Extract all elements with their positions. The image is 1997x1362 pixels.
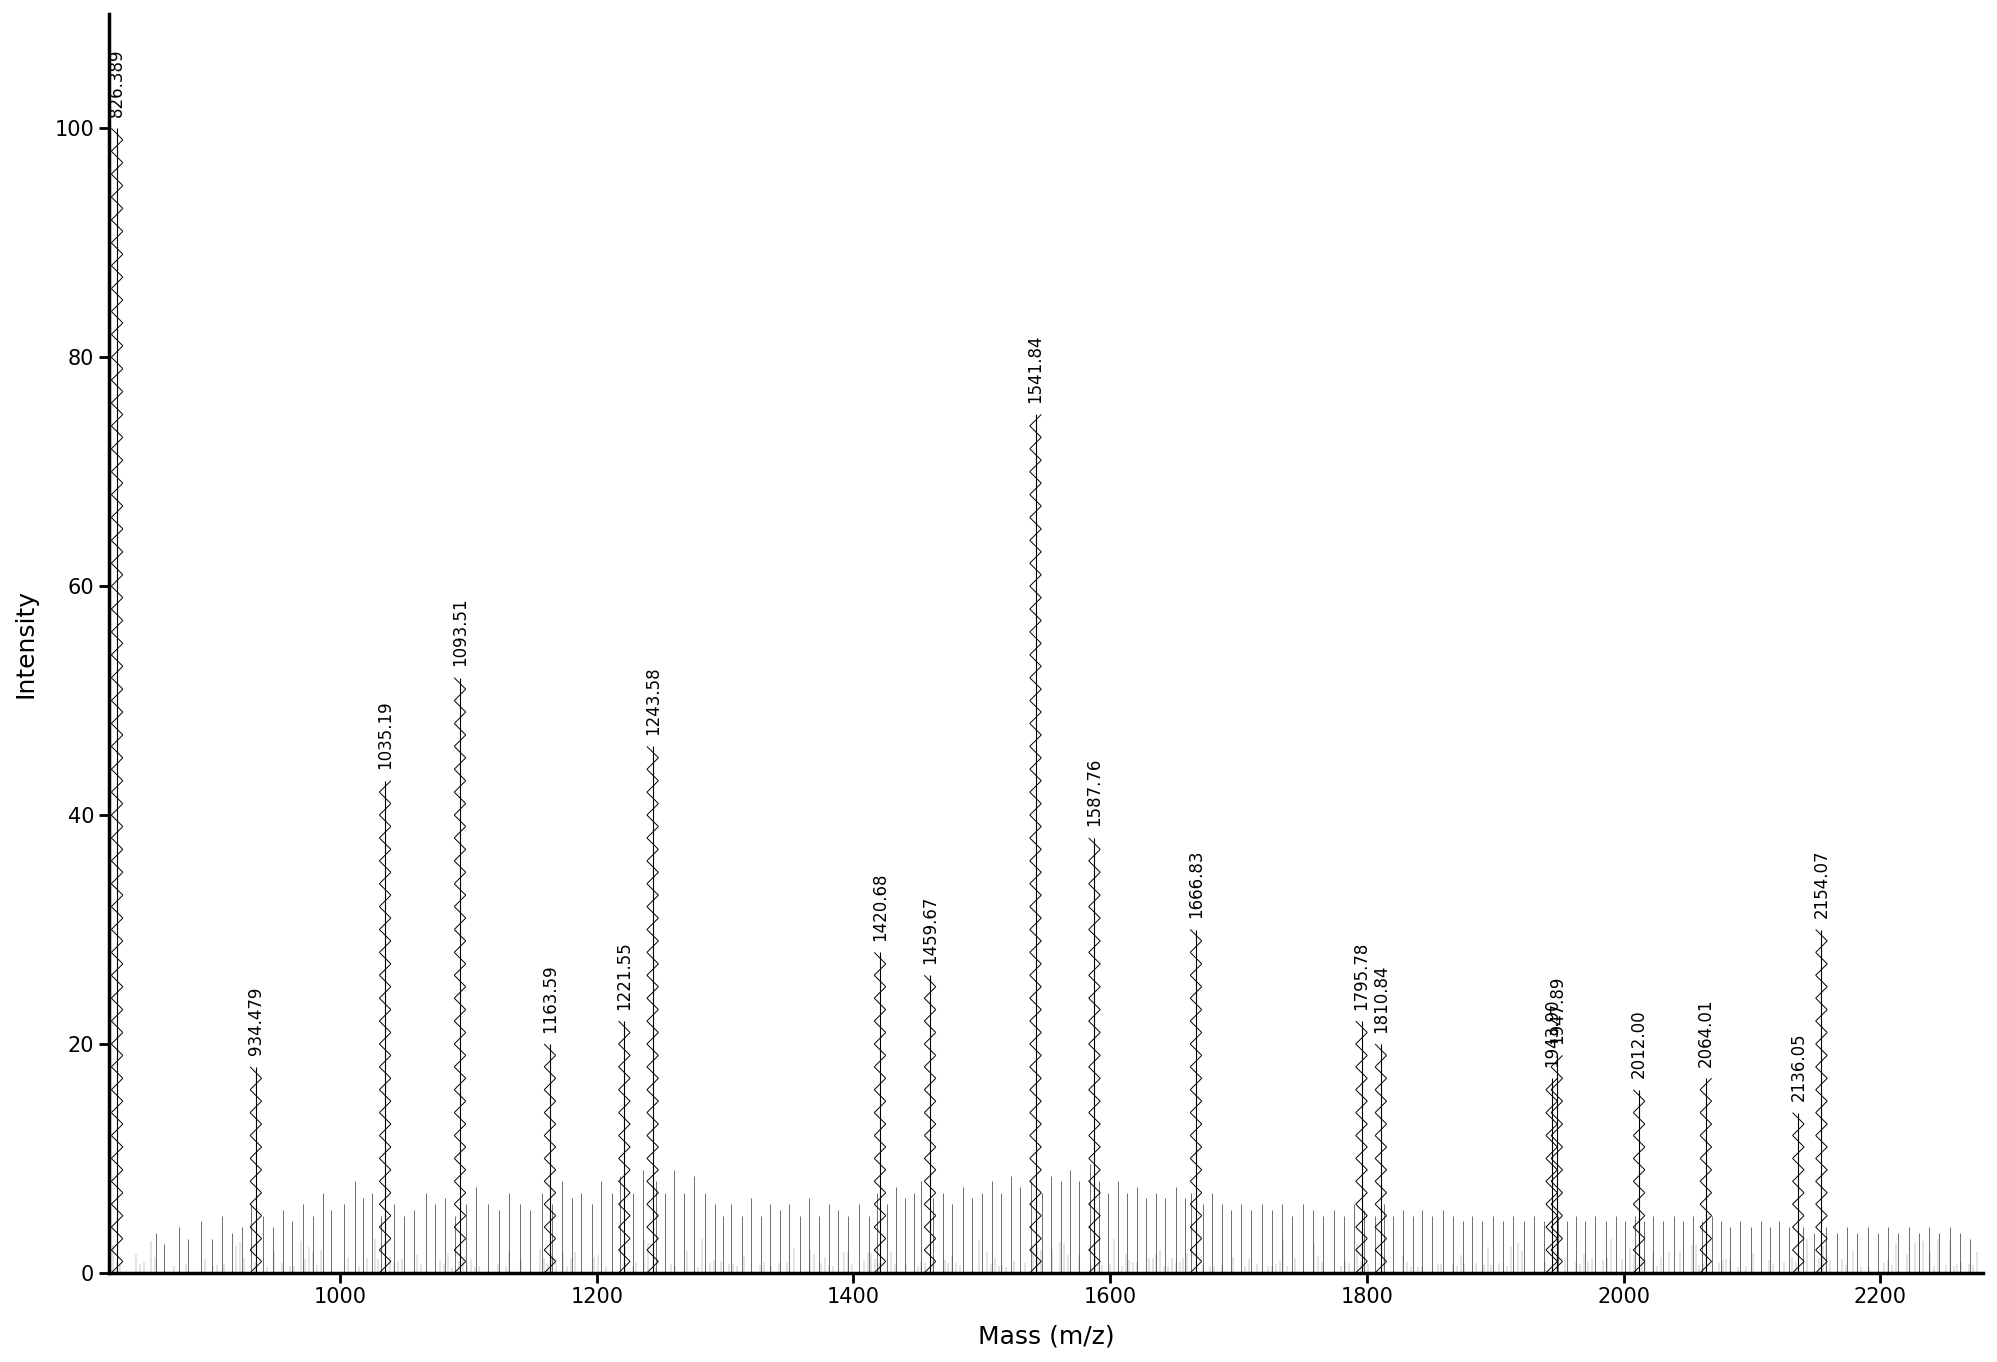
Text: 1243.58: 1243.58 [643,666,661,735]
Text: 2064.01: 2064.01 [1697,998,1715,1066]
Text: 2136.05: 2136.05 [1789,1032,1807,1102]
Text: 934.479: 934.479 [248,987,266,1056]
Text: 1420.68: 1420.68 [871,873,889,941]
Text: 1163.59: 1163.59 [541,964,559,1032]
Text: 1587.76: 1587.76 [1086,759,1104,827]
Text: 1666.83: 1666.83 [1186,850,1204,918]
Text: 1035.19: 1035.19 [375,700,393,770]
Text: 826.389: 826.389 [108,49,126,117]
Text: 1943.90: 1943.90 [1542,998,1560,1066]
X-axis label: Mass (m/z): Mass (m/z) [979,1324,1114,1348]
Y-axis label: Intensity: Intensity [14,588,38,697]
Text: 1947.89: 1947.89 [1548,975,1566,1043]
Text: 2012.00: 2012.00 [1630,1009,1648,1079]
Text: 1221.55: 1221.55 [615,941,633,1009]
Text: 1795.78: 1795.78 [1352,941,1370,1009]
Text: 1810.84: 1810.84 [1372,964,1390,1032]
Text: 1093.51: 1093.51 [451,598,469,666]
Text: 1459.67: 1459.67 [921,895,939,964]
Text: 2154.07: 2154.07 [1813,850,1831,918]
Text: 1541.84: 1541.84 [1026,335,1044,403]
